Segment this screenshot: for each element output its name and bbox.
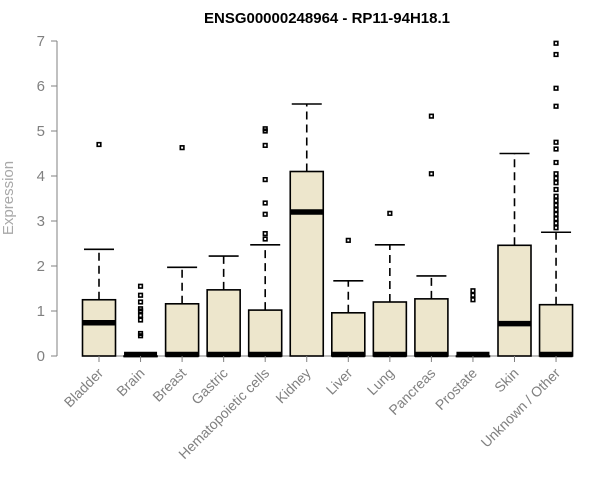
y-tick-label: 2 — [37, 258, 45, 275]
y-axis-ticks: 0 1 2 3 4 5 6 7 — [37, 33, 57, 365]
outlier-point — [553, 51, 559, 58]
outlier-point — [262, 177, 268, 183]
outlier-point — [262, 200, 268, 206]
box-2 — [164, 145, 200, 358]
outlier-point — [428, 113, 435, 119]
x-tick-label: Unknown / Other — [478, 365, 564, 451]
outlier-point — [553, 186, 559, 193]
outlier-point — [553, 175, 559, 181]
outlier-point — [553, 225, 559, 231]
x-tick-label: Kidney — [272, 365, 314, 407]
chart-title: ENSG00000248964 - RP11-94H18.1 — [204, 10, 450, 27]
outlier-point — [470, 292, 476, 298]
outlier-point — [553, 211, 559, 217]
outlier-point — [428, 171, 435, 177]
box-7 — [372, 210, 408, 358]
outlier-point — [137, 306, 144, 312]
box-1 — [123, 283, 158, 358]
outlier-point — [553, 103, 559, 109]
outlier-point — [262, 236, 268, 242]
y-tick-label: 3 — [37, 213, 45, 230]
outlier-point — [179, 145, 185, 151]
outlier-point — [470, 297, 476, 303]
box-body — [164, 302, 200, 357]
outlier-point — [137, 330, 144, 337]
outlier-point — [137, 299, 144, 305]
y-tick-label: 0 — [37, 348, 45, 365]
outlier-point — [553, 85, 559, 91]
outlier-point — [553, 139, 559, 145]
box-11 — [538, 40, 574, 358]
outlier-point — [553, 216, 559, 222]
outlier-point — [553, 171, 559, 177]
outlier-point — [137, 283, 144, 289]
box-body — [538, 303, 574, 357]
outlier-point — [387, 210, 393, 216]
x-tick-label: Brain — [113, 365, 147, 399]
y-tick-label: 6 — [37, 78, 45, 95]
outlier-point — [137, 292, 144, 298]
x-tick-label: Bladder — [61, 365, 107, 411]
y-axis-label: Expression — [0, 161, 17, 235]
box-body — [81, 298, 117, 357]
outlier-point — [553, 220, 559, 226]
box-body — [497, 244, 532, 357]
outlier-point — [137, 312, 144, 319]
x-tick-label: Skin — [491, 365, 522, 396]
box-4 — [247, 126, 283, 358]
box-body — [372, 301, 408, 357]
box-6 — [330, 237, 366, 358]
outlier-point — [470, 288, 476, 294]
outlier-point — [262, 142, 268, 149]
y-tick-label: 5 — [37, 123, 45, 140]
box-8 — [414, 113, 449, 358]
box-5 — [289, 103, 325, 357]
box-10 — [497, 152, 532, 357]
box-body — [206, 289, 241, 357]
outlier-point — [262, 126, 268, 132]
x-tick-label: Breast — [149, 365, 189, 405]
y-tick-label: 4 — [37, 168, 45, 185]
outlier-point — [137, 317, 144, 323]
box-body — [247, 309, 283, 357]
box-series — [81, 40, 574, 358]
box-0 — [81, 141, 117, 357]
outlier-point — [553, 198, 559, 204]
outlier-point — [553, 40, 559, 46]
outlier-point — [96, 141, 102, 148]
outlier-point — [553, 207, 559, 213]
box-body — [289, 170, 325, 357]
box-body — [330, 311, 366, 357]
outlier-point — [553, 146, 559, 152]
y-tick-label: 7 — [37, 33, 45, 50]
outlier-point — [553, 202, 559, 208]
x-tick-label: Liver — [323, 365, 356, 398]
outlier-point — [553, 193, 559, 199]
x-tick-label: Prostate — [432, 365, 480, 413]
box-9 — [455, 288, 491, 358]
outlier-point — [553, 159, 559, 166]
y-tick-label: 1 — [37, 303, 45, 320]
outlier-point — [345, 237, 351, 243]
box-body — [414, 298, 449, 357]
outlier-point — [262, 231, 268, 237]
box-3 — [206, 255, 241, 358]
outlier-point — [262, 211, 268, 217]
x-tick-label: Lung — [364, 365, 397, 398]
outlier-point — [553, 180, 559, 186]
